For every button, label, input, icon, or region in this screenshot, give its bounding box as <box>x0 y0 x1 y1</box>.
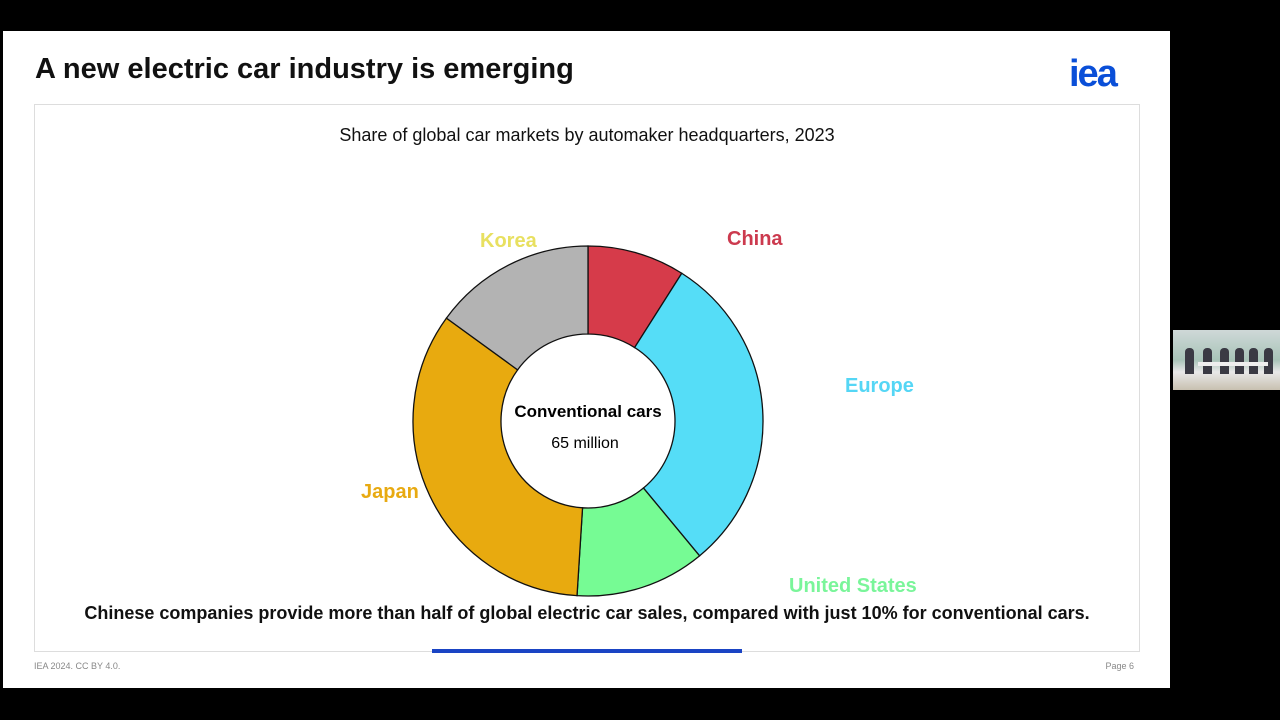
chart-title: Share of global car markets by automaker… <box>339 125 835 145</box>
person <box>1185 348 1194 374</box>
person <box>1264 348 1273 374</box>
table <box>1198 362 1268 366</box>
center-label: Conventional cars <box>514 402 661 421</box>
center-value: 65 million <box>551 435 619 452</box>
slide: A new electric car industry is emerging … <box>3 31 1170 688</box>
footer-credit: IEA 2024. CC BY 4.0. <box>34 661 121 671</box>
speaker-video-thumbnail[interactable] <box>1173 330 1280 390</box>
label-europe: Europe <box>845 375 914 397</box>
label-china: China <box>727 228 783 250</box>
label-japan: Japan <box>361 481 419 503</box>
page-number: Page 6 <box>1105 661 1134 671</box>
label-korea: Korea <box>480 230 538 252</box>
label-united-states: United States <box>789 575 917 597</box>
slide-title: A new electric car industry is emerging <box>35 53 574 85</box>
video-progress-bar[interactable] <box>432 649 742 653</box>
slice-korea <box>445 245 589 371</box>
slice-japan <box>412 317 584 597</box>
person <box>1249 348 1258 374</box>
chart-frame: Share of global car markets by automaker… <box>34 104 1140 652</box>
person <box>1235 348 1244 374</box>
slice-europe <box>633 272 764 557</box>
person <box>1220 348 1229 374</box>
iea-logo: iea <box>1069 53 1118 95</box>
donut-chart: China Europe United States Japan Korea Conven… <box>361 228 917 597</box>
person <box>1203 348 1212 374</box>
slide-caption: Chinese companies provide more than half… <box>84 603 1090 623</box>
